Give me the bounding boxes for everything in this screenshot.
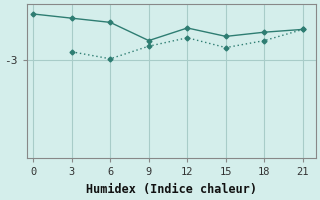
X-axis label: Humidex (Indice chaleur): Humidex (Indice chaleur): [86, 183, 257, 196]
